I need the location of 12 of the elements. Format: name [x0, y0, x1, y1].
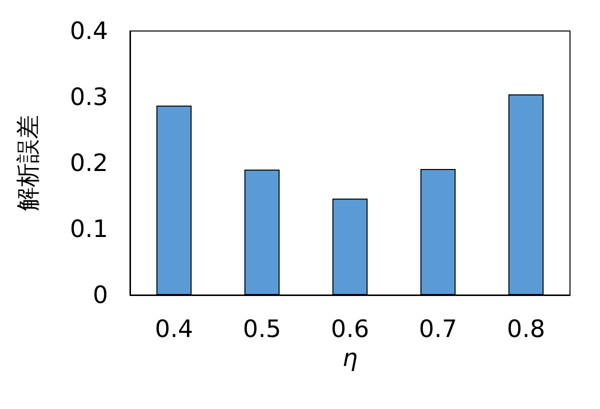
x-tick-label: 0.5 [242, 315, 282, 343]
x-tick-label: 0.6 [330, 315, 370, 343]
x-axis-title: η [342, 344, 358, 372]
y-tick-label: 0.4 [70, 17, 108, 45]
x-tick-label: 0.8 [506, 315, 546, 343]
y-tick-label: 0.1 [70, 215, 108, 243]
y-tick-label: 0.2 [70, 149, 108, 177]
x-tick-label: 0.4 [154, 315, 194, 343]
x-tick-label: 0.7 [418, 315, 458, 343]
y-axis-title: 解析誤差 [14, 115, 42, 211]
y-tick-label: 0 [92, 281, 108, 309]
y-tick-label: 0.3 [70, 83, 108, 111]
